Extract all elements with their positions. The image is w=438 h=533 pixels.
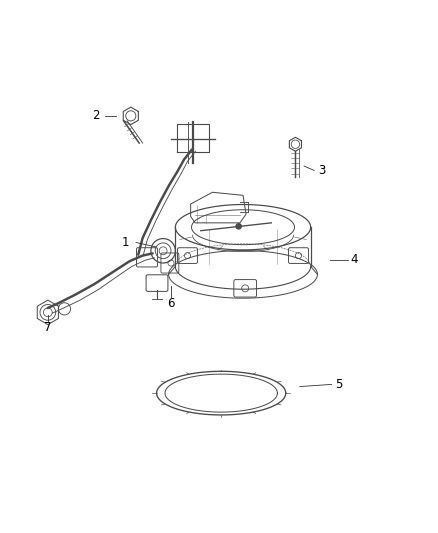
- Text: 3: 3: [318, 164, 325, 177]
- Text: 7: 7: [44, 321, 52, 334]
- Text: 5: 5: [336, 378, 343, 391]
- Text: 2: 2: [92, 109, 99, 123]
- Circle shape: [236, 224, 241, 229]
- Text: 4: 4: [350, 254, 358, 266]
- Text: 1: 1: [121, 236, 129, 249]
- Text: 6: 6: [167, 297, 175, 310]
